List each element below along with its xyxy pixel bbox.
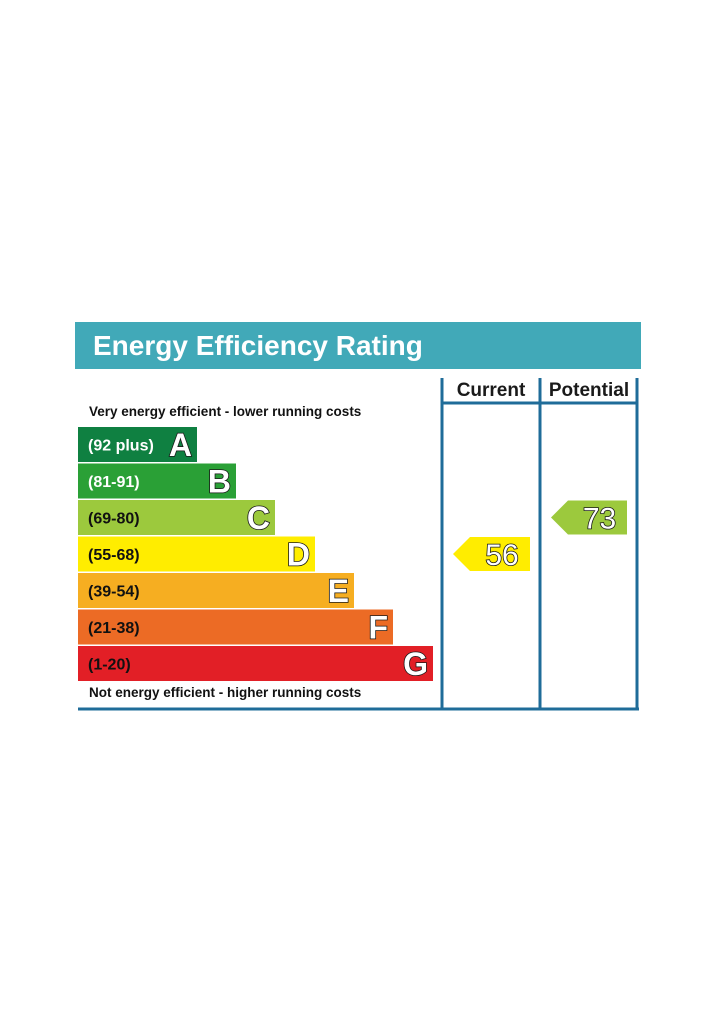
band-b-bar: [78, 463, 236, 499]
potential-column-header: Potential: [549, 380, 629, 401]
band-b-range-label: (81-91): [88, 474, 140, 491]
band-a-bar: [78, 427, 197, 462]
band-g-letter: G: [403, 646, 428, 682]
band-f-bar: [78, 609, 393, 645]
band-e-letter: E: [328, 573, 349, 609]
band-c-range-label: (69-80): [88, 511, 140, 528]
top-efficiency-note: Very energy efficient - lower running co…: [89, 404, 361, 419]
current-rating-value: 56: [485, 539, 518, 572]
band-d-bar: [78, 536, 315, 572]
current-column-header: Current: [457, 380, 526, 401]
band-g-range-label: (1-20): [88, 657, 131, 674]
band-e-range-label: (39-54): [88, 584, 140, 601]
band-a-letter: A: [169, 427, 192, 463]
band-c-letter: C: [247, 500, 270, 536]
band-f-range-label: (21-38): [88, 620, 140, 637]
band-c-bar: [78, 500, 275, 535]
chart-title: Energy Efficiency Rating: [93, 330, 423, 361]
current-rating-arrow: [453, 537, 530, 571]
title-banner: [75, 322, 641, 369]
table-frame: [78, 378, 639, 711]
band-b-letter: B: [208, 464, 231, 500]
band-d-range-label: (55-68): [88, 547, 140, 564]
potential-rating-arrow: [551, 500, 627, 535]
band-e-bar: [78, 573, 354, 608]
rating-bands: (92 plus) A (81-91) B (69-80) C (55-68) D (39-54…: [78, 426, 433, 683]
band-f-letter: F: [368, 610, 388, 646]
band-a-range-label: (92 plus): [88, 438, 154, 455]
band-d-letter: D: [287, 537, 310, 573]
band-g-bar: [78, 646, 433, 681]
potential-rating-value: 73: [583, 503, 616, 536]
bottom-efficiency-note: Not energy efficient - higher running co…: [89, 685, 361, 700]
rating-indicators: 56 73: [453, 500, 627, 573]
